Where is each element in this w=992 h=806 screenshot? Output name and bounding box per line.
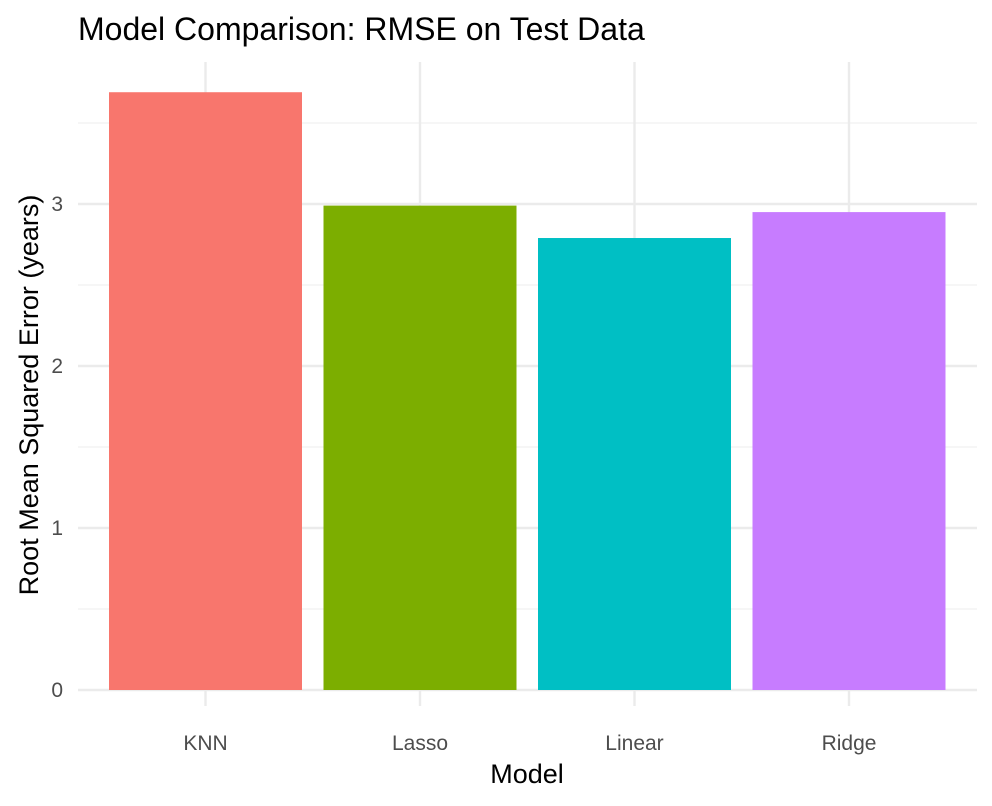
y-tick-label: 3 [51, 193, 63, 216]
y-axis-title: Root Mean Squared Error (years) [14, 195, 44, 596]
x-tick-label: Lasso [392, 732, 448, 755]
x-axis-title: Model [490, 759, 564, 789]
bar-knn [109, 92, 302, 691]
bars [109, 92, 946, 691]
x-tick-label: Linear [605, 732, 663, 755]
bar-lasso [323, 205, 517, 690]
y-tick-label: 1 [51, 517, 63, 540]
x-axis-ticks: KNN Lasso Linear Ridge [183, 732, 876, 755]
y-axis-ticks: 0 1 2 3 [51, 193, 63, 702]
x-tick-label: KNN [183, 732, 227, 755]
x-tick-label: Ridge [822, 732, 877, 755]
chart-title: Model Comparison: RMSE on Test Data [78, 11, 645, 47]
y-tick-label: 0 [51, 679, 63, 702]
bar-linear [538, 238, 731, 690]
bar-ridge [752, 212, 946, 690]
y-tick-label: 2 [51, 355, 63, 378]
